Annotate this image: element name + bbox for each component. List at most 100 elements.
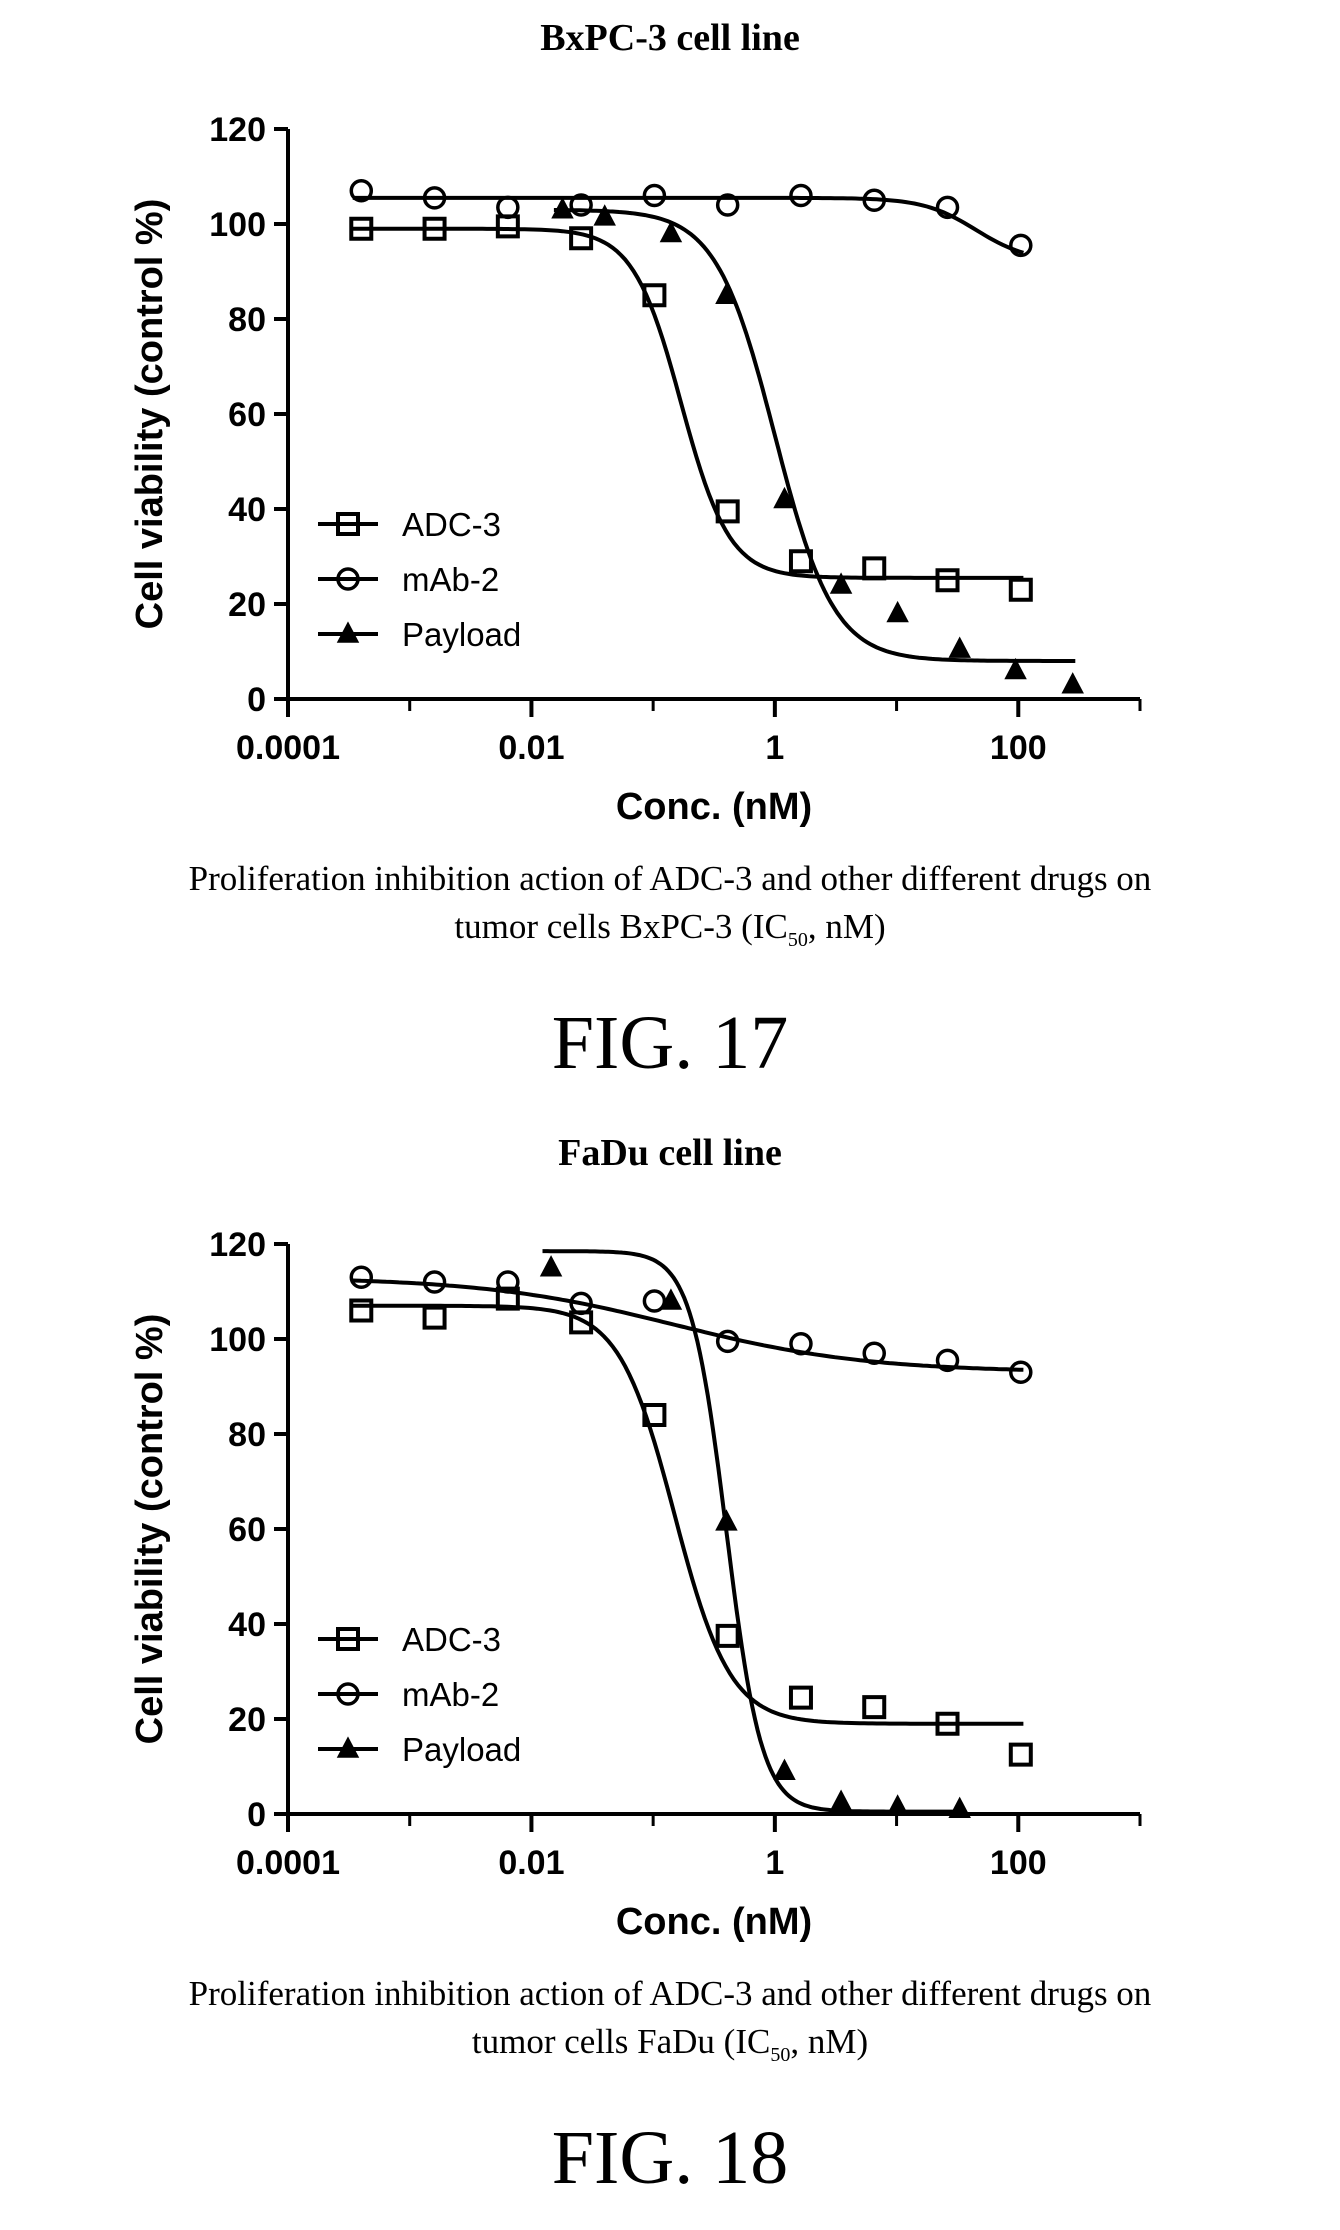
series-payload (551, 197, 1084, 694)
data-point (1009, 1360, 1033, 1384)
y-tick-label: 20 (228, 1701, 266, 1739)
x-tick-label: 100 (990, 729, 1047, 767)
caption-line-2: tumor cells FaDu (IC50, nM) (0, 2018, 1340, 2079)
data-point (715, 1509, 738, 1531)
caption-line-2-pre: tumor cells FaDu (IC (471, 2022, 771, 2061)
legend-label: ADC-3 (402, 506, 501, 543)
data-point (659, 1288, 683, 1310)
caption-ic50-subscript: 50 (787, 929, 808, 951)
data-point (1009, 233, 1033, 258)
caption-line-2: tumor cells BxPC-3 (IC50, nM) (0, 903, 1340, 964)
data-point (715, 499, 740, 524)
data-point (349, 1265, 374, 1289)
data-point (715, 1623, 740, 1648)
data-point (1008, 577, 1033, 602)
caption-line-2-post: , nM) (807, 907, 886, 946)
data-point (495, 214, 520, 239)
y-tick-label: 100 (209, 1321, 266, 1359)
series-mab-2 (349, 1265, 1033, 1384)
data-point (715, 1329, 740, 1354)
y-tick-label: 40 (228, 491, 266, 529)
x-tick-label: 0.0001 (236, 1844, 340, 1882)
data-point (789, 1332, 813, 1356)
figure-17: BxPC-3 cell line 0 20 40 60 80 100 120 0.0001 0.… (0, 17, 1340, 1085)
series-mab-2 (349, 179, 1033, 258)
legend-label: ADC-3 (402, 1621, 501, 1658)
data-point (829, 572, 853, 594)
data-point (349, 179, 374, 203)
data-point (789, 183, 813, 208)
data-point (773, 486, 796, 509)
x-tick-label: 1 (765, 729, 784, 767)
fit-curve (352, 195, 1024, 255)
chart-title: BxPC-3 cell line (540, 17, 800, 59)
caption-line-1: Proliferation inhibition action of ADC-3… (188, 859, 1152, 898)
data-point (349, 216, 374, 241)
data-point (422, 216, 447, 241)
data-point (935, 195, 960, 220)
data-point (1061, 672, 1084, 694)
data-point (935, 568, 960, 593)
y-tick-label: 0 (247, 1796, 266, 1834)
data-point (496, 1270, 520, 1294)
legend-marker (336, 512, 360, 536)
data-point (349, 1298, 374, 1323)
fit-curve (352, 1278, 1024, 1372)
series-payload (539, 1249, 971, 1818)
fit-curve (553, 208, 1076, 663)
x-axis-label: Conc. (nM) (616, 1901, 812, 1943)
legend-marker (336, 1682, 360, 1706)
data-point (593, 204, 616, 226)
data-point (862, 556, 887, 581)
data-point (569, 1291, 593, 1316)
data-point (642, 183, 667, 208)
y-axis-label: Cell viability (control %) (129, 1314, 171, 1745)
y-tick-label: 120 (209, 111, 266, 149)
y-tick-label: 0 (247, 681, 266, 719)
x-tick-label: 0.0001 (236, 729, 340, 767)
data-point (829, 1789, 853, 1811)
data-point (948, 636, 971, 658)
x-tick-label: 100 (990, 1844, 1047, 1882)
data-point (659, 220, 683, 243)
legend-label: mAb-2 (402, 561, 499, 598)
data-point (1004, 657, 1027, 680)
data-point (1008, 1742, 1033, 1767)
figure-caption: Proliferation inhibition action of ADC-3… (0, 855, 1340, 964)
data-point (495, 1286, 520, 1311)
legend-label: Payload (402, 1731, 521, 1768)
y-tick-label: 60 (228, 1511, 266, 1549)
fit-curve (352, 226, 1024, 580)
data-point (715, 282, 738, 304)
caption-line-2-post: , nM) (790, 2022, 869, 2061)
caption-line-2-pre: tumor cells BxPC-3 (IC (454, 907, 788, 946)
caption-line-1: Proliferation inhibition action of ADC-3… (188, 1974, 1152, 2013)
data-point (496, 195, 520, 220)
legend-marker (336, 621, 360, 643)
y-tick-label: 20 (228, 586, 266, 624)
data-point (862, 1341, 886, 1365)
data-point (886, 1794, 909, 1816)
legend: ADC-3 mAb-2 Payload (318, 506, 521, 653)
data-point (642, 283, 667, 308)
data-point (862, 188, 886, 212)
figure-label: FIG. 18 (551, 2116, 789, 2200)
x-tick-label: 1 (765, 1844, 784, 1882)
legend: ADC-3 mAb-2 Payload (318, 1621, 521, 1768)
legend-marker (336, 1736, 360, 1758)
data-point (935, 1711, 960, 1736)
chart-fadu: 0 20 40 60 80 100 120 0.0001 0.01 1 100 Conc. (nM) C… (129, 1226, 1142, 1943)
caption-ic50-subscript: 50 (770, 2044, 791, 2066)
data-point (788, 1685, 813, 1710)
data-point (886, 600, 909, 623)
data-point (551, 197, 574, 219)
x-tick-label: 0.01 (498, 1844, 564, 1882)
data-point (422, 1305, 447, 1330)
chart-bxpc3: 0 20 40 60 80 100 120 0.0001 0.01 1 100 Conc. (nM) C… (129, 111, 1142, 828)
data-point (539, 1255, 563, 1277)
x-tick-label: 0.01 (498, 729, 564, 767)
y-axis-label: Cell viability (control %) (129, 199, 171, 630)
y-tick-label: 80 (228, 1416, 266, 1454)
data-point (569, 226, 594, 251)
fit-curve (352, 1303, 1024, 1726)
